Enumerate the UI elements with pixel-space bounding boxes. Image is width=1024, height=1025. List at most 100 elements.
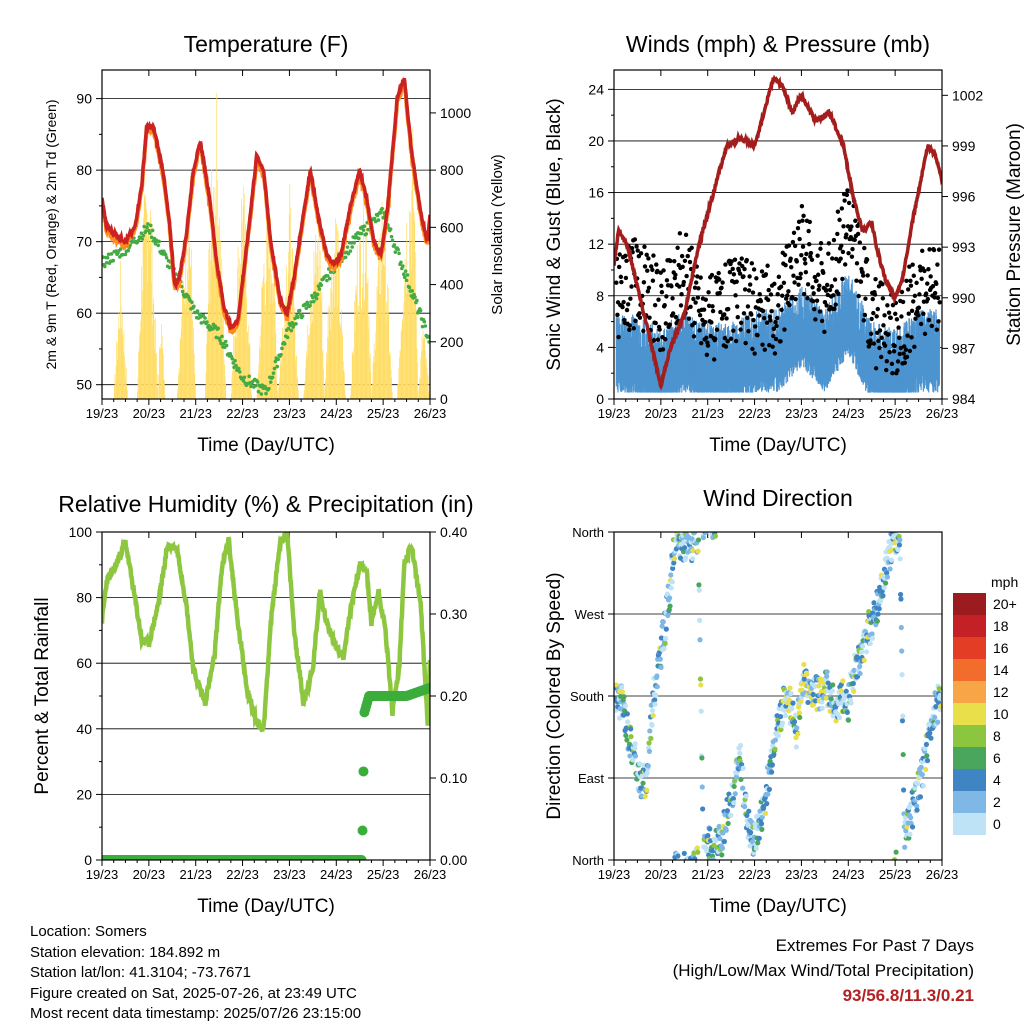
- gust-point: [780, 293, 785, 298]
- x-tick-label: 23/23: [273, 867, 306, 882]
- legend-label: 8: [993, 728, 1001, 744]
- gust-point: [925, 281, 930, 286]
- station-info: Location: Somers Station elevation: 184.…: [30, 922, 361, 1025]
- dewpoint-point: [195, 309, 200, 313]
- dewpoint-point: [361, 228, 366, 232]
- direction-point: [769, 769, 775, 775]
- direction-point: [675, 853, 681, 859]
- dewpoint-point: [389, 234, 394, 239]
- direction-point: [795, 731, 801, 737]
- direction-point: [619, 684, 625, 690]
- gust-point: [771, 326, 776, 332]
- dewpoint-point: [350, 245, 355, 249]
- x-tick-label: 22/23: [226, 406, 259, 421]
- dewpoint-point: [393, 250, 398, 254]
- gust-point: [935, 295, 941, 301]
- dewpoint-point: [362, 224, 367, 229]
- y2-tick-label: 600: [440, 219, 464, 235]
- gust-point: [765, 297, 771, 303]
- direction-point: [920, 783, 927, 789]
- gust-point: [814, 298, 820, 303]
- gust-point: [801, 213, 806, 219]
- dewpoint-point: [319, 283, 324, 287]
- gust-point: [662, 303, 667, 308]
- gust-point: [874, 314, 879, 319]
- gust-point: [629, 284, 634, 289]
- direction-point: [830, 682, 836, 688]
- gust-point: [878, 354, 884, 360]
- direction-point: [903, 828, 909, 834]
- gust-point: [659, 289, 665, 295]
- gust-point: [753, 324, 758, 329]
- gust-point: [872, 292, 878, 297]
- direction-point: [644, 787, 650, 793]
- gust-point: [699, 340, 704, 346]
- dewpoint-point: [120, 252, 125, 257]
- gust-point: [862, 245, 867, 251]
- gust-point: [732, 257, 738, 262]
- dewpoint-point: [255, 380, 260, 384]
- direction-point: [647, 728, 653, 734]
- precip-point: [357, 825, 368, 836]
- gust-point: [652, 302, 658, 308]
- gust-point: [670, 296, 675, 301]
- gust-point: [889, 361, 895, 367]
- gust-point: [664, 278, 670, 283]
- direction-point: [782, 707, 788, 714]
- direction-point: [824, 673, 830, 679]
- x-tick-label: 20/23: [133, 867, 166, 882]
- direction-point: [828, 696, 834, 702]
- gust-point: [719, 285, 724, 290]
- direction-point: [833, 718, 839, 724]
- direction-point: [869, 635, 876, 641]
- gust-point: [704, 352, 710, 358]
- direction-point: [614, 682, 620, 688]
- gust-point: [909, 335, 914, 340]
- legend-swatch: [953, 615, 986, 637]
- gust-point: [663, 321, 669, 326]
- dewpoint-point: [234, 363, 238, 368]
- gust-point: [876, 338, 881, 344]
- gust-point: [716, 270, 721, 276]
- panel-title: Wind Direction: [703, 485, 853, 511]
- gust-point: [774, 323, 779, 329]
- direction-point: [836, 714, 843, 721]
- gust-point: [642, 264, 648, 269]
- gust-point: [631, 326, 636, 331]
- dewpoint-point: [372, 216, 377, 221]
- direction-point: [731, 800, 737, 806]
- gust-point: [819, 318, 825, 324]
- gust-point: [737, 261, 742, 266]
- y-tick-label: 16: [588, 185, 604, 201]
- direction-point: [671, 556, 678, 562]
- y-tick-label: East: [578, 771, 604, 786]
- gust-point: [770, 344, 775, 349]
- dewpoint-point: [157, 239, 161, 244]
- gust-point: [922, 268, 927, 274]
- direction-point: [810, 691, 816, 698]
- dewpoint-point: [348, 249, 353, 253]
- gust-point: [898, 345, 904, 351]
- gust-point: [903, 347, 909, 352]
- plot-frame: [613, 69, 943, 400]
- direction-point: [680, 549, 687, 555]
- direction-point: [935, 699, 942, 705]
- x-tick-label: 19/23: [598, 867, 631, 882]
- gust-point: [839, 206, 845, 211]
- gust-point: [738, 320, 744, 325]
- gust-point: [856, 293, 861, 299]
- legend-label: 4: [993, 772, 1001, 788]
- dewpoint-point: [286, 326, 291, 331]
- dewpoint-point: [343, 255, 348, 260]
- gust-point: [623, 275, 629, 281]
- gust-point: [800, 218, 805, 223]
- gust-point: [873, 366, 879, 371]
- dewpoint-point: [219, 341, 223, 346]
- dewpoint-point: [164, 255, 169, 260]
- temp-2m-line: [102, 77, 430, 331]
- dewpoint-point: [249, 384, 253, 389]
- pressure-line: [614, 74, 942, 391]
- gust-point: [831, 293, 836, 298]
- direction-point: [662, 635, 669, 642]
- gust-point: [733, 338, 739, 344]
